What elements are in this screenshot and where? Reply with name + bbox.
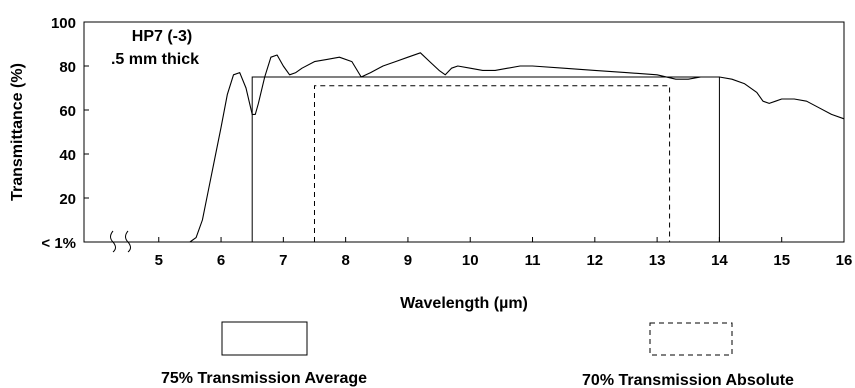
annotation-line-1: HP7 (-3) (132, 28, 192, 45)
x-tick-label: 8 (341, 252, 349, 269)
y-axis-ticks: < 1% 20 40 60 80 100 (41, 15, 89, 252)
x-tick-label: 5 (155, 252, 163, 269)
legend-label-absolute: 70% Transmission Absolute (582, 372, 794, 388)
y-tick-label: 20 (59, 191, 76, 208)
x-axis-ticks: 5 6 7 8 9 10 11 12 13 14 15 16 (155, 237, 853, 269)
average-transmission-region (251, 76, 720, 242)
annotation-line-2: .5 mm thick (111, 51, 199, 68)
x-tick-label: 10 (462, 252, 479, 269)
x-tick-label: 6 (217, 252, 225, 269)
x-tick-label: 9 (404, 252, 412, 269)
y-tick-label: 80 (59, 59, 76, 76)
x-tick-label: 7 (279, 252, 287, 269)
y-tick-label: < 1% (41, 235, 76, 252)
x-tick-label: 15 (773, 252, 790, 269)
transmission-regions (251, 76, 720, 242)
x-tick-label: 14 (711, 252, 728, 269)
absolute-transmission-region (313, 85, 671, 242)
legend-swatch-absolute (649, 322, 733, 356)
data-series (84, 52, 845, 243)
y-tick-label: 60 (59, 103, 76, 120)
x-axis-title: Wavelength (µm) (400, 295, 528, 312)
x-tick-label: 13 (649, 252, 666, 269)
legend-swatch-average (221, 321, 308, 356)
y-tick-label: 40 (59, 147, 76, 164)
legend-label-average: 75% Transmission Average (161, 370, 367, 387)
plot-frame (83, 21, 845, 243)
y-axis-title: Transmittance (%) (9, 63, 26, 201)
x-tick-label: 16 (836, 252, 853, 269)
transmittance-curve (84, 52, 845, 243)
x-tick-label: 12 (586, 252, 603, 269)
x-tick-label: 11 (525, 252, 541, 269)
y-tick-label: 100 (51, 15, 76, 32)
